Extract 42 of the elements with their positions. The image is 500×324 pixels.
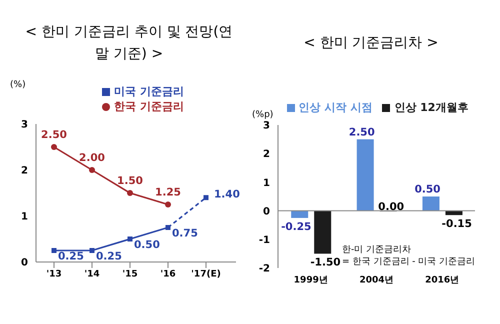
y-tick-label: -2	[258, 264, 270, 275]
data-label: 0.25	[96, 250, 122, 262]
legend-label: 미국 기준금리	[114, 85, 184, 98]
x-tick-label: '15	[122, 269, 138, 280]
annotation: 한-미 기준금리차 = 한국 기준금리 - 미국 기준금리	[342, 244, 476, 268]
y-tick-label: 1	[263, 178, 270, 189]
y-tick-label: 3	[21, 120, 28, 131]
data-label: -0.15	[442, 218, 472, 230]
y-tick-label: 3	[263, 120, 270, 132]
y-axis-title: (%)	[10, 80, 26, 90]
legend-label: 한국 기준금리	[114, 100, 184, 113]
x-tick-label: 2016년	[425, 275, 460, 286]
chart-title: < 한미 기준금리차 >	[302, 34, 440, 53]
data-label: -1.50	[310, 256, 341, 269]
y-tick-label: 0	[21, 258, 28, 269]
x-tick-label: '14	[84, 269, 100, 280]
data-label: 0.75	[172, 228, 198, 240]
data-label: 2.50	[348, 126, 375, 138]
y-tick-label: 0	[263, 206, 270, 218]
x-tick-label: 1999년	[294, 275, 328, 286]
data-label: -0.25	[281, 220, 312, 233]
data-label: 1.25	[155, 186, 181, 198]
legend-label: 인상 12개월후	[394, 101, 468, 114]
data-label: 2.00	[79, 152, 105, 164]
y-tick-label: 1	[21, 212, 28, 223]
x-tick-label: '13	[46, 269, 62, 280]
y-axis-title: (%p)	[252, 110, 274, 120]
x-tick-label: '16	[160, 269, 176, 280]
x-tick-label: '17(E)	[191, 269, 221, 280]
data-label: 0.50	[134, 239, 160, 251]
data-label: 1.40	[214, 188, 240, 201]
y-tick-label: 2	[21, 166, 28, 177]
legend-label: 인상 시작 시점	[298, 101, 372, 114]
chart-title: < 한미 기준금리 추이 및 전망(연말 기준) >	[24, 23, 234, 64]
data-label: 0.00	[378, 200, 404, 213]
data-label: 2.50	[41, 129, 67, 141]
y-tick-label: 2	[263, 149, 270, 160]
data-label: 0.25	[58, 250, 84, 262]
x-tick-label: 2004년	[359, 275, 394, 286]
y-tick-label: -1	[258, 234, 270, 246]
data-label: 1.50	[117, 175, 143, 187]
data-label: 0.50	[414, 184, 440, 196]
